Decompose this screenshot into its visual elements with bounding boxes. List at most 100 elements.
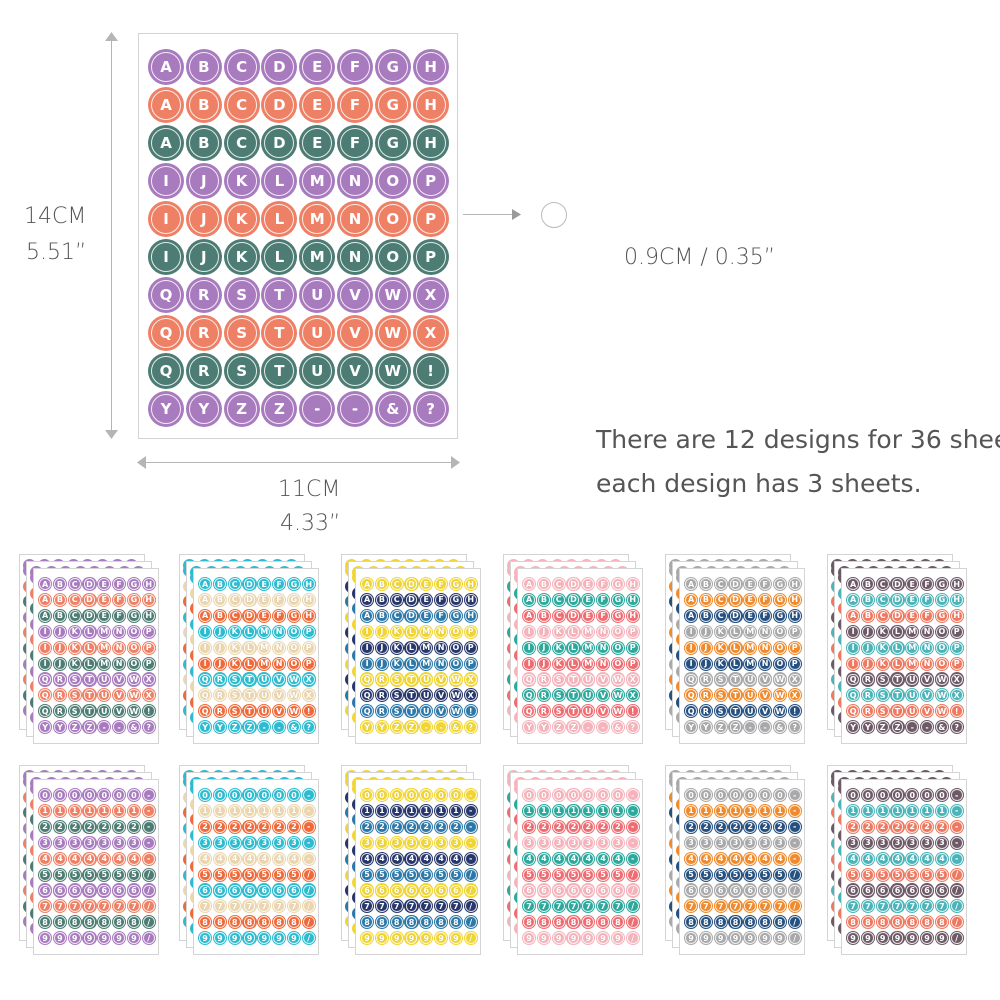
sticker-dot: 2 xyxy=(536,819,551,834)
sticker-dot: K xyxy=(67,640,82,655)
sticker-label: J xyxy=(201,210,207,228)
sticker-label: P xyxy=(145,659,152,669)
sticker-dot: B xyxy=(185,87,222,123)
sticker-label: 1 xyxy=(116,806,122,816)
sticker-dot: A xyxy=(360,592,375,608)
sticker-dot: B xyxy=(860,592,875,608)
sticker-dot: / xyxy=(625,899,640,914)
sticker-label: A xyxy=(363,611,371,621)
sticker-dot: / xyxy=(625,931,640,946)
sticker-dot: J xyxy=(52,624,67,639)
sticker-dot: P xyxy=(412,163,449,199)
sticker-dot: R xyxy=(698,704,713,719)
sticker-label: ! xyxy=(146,706,151,716)
height-label-in: 5.51” xyxy=(26,240,87,265)
sticker-label: M xyxy=(422,643,431,653)
sticker-dot: W xyxy=(772,672,787,687)
sticker-label: 9 xyxy=(438,933,444,943)
sticker-dot: T xyxy=(890,672,905,687)
sticker-label: 2 xyxy=(364,822,370,832)
sticker-label: 4 xyxy=(732,854,739,864)
sticker-label: 7 xyxy=(261,901,268,911)
sticker-dot: & xyxy=(610,720,625,735)
sticker-label: G xyxy=(452,595,460,605)
sticker-dot: D xyxy=(261,125,298,161)
sticker-label: J xyxy=(866,643,870,653)
sticker-label: O xyxy=(614,659,622,669)
sticker-label: 8 xyxy=(717,917,724,927)
sticker-label: 0 xyxy=(408,790,415,800)
sticker-dot: C xyxy=(551,577,566,592)
sticker-dot: 5 xyxy=(257,867,272,882)
sticker-label: K xyxy=(71,643,78,653)
sticker-label: ? xyxy=(146,722,151,732)
sticker-label: - xyxy=(631,806,635,816)
sticker-label: 9 xyxy=(894,933,901,943)
sticker-label: 6 xyxy=(116,885,122,895)
sticker-dot: - xyxy=(463,803,478,819)
sticker-label: T xyxy=(732,674,739,684)
sticker-label: G xyxy=(614,595,622,605)
sticker-label: 4 xyxy=(202,854,208,864)
sticker-dot: A xyxy=(360,608,375,623)
sticker-dot: R xyxy=(52,672,67,687)
sticker-dot: 7 xyxy=(212,899,227,914)
sticker-label: J xyxy=(542,643,546,653)
sticker-dot: A xyxy=(684,577,699,592)
sticker-label: C xyxy=(555,611,562,621)
sticker-label: B xyxy=(216,611,223,621)
sticker-label: 3 xyxy=(101,838,108,848)
sticker-dot: 5 xyxy=(698,867,713,882)
sticker-label: 9 xyxy=(541,933,547,943)
sticker-dot: 7 xyxy=(38,899,53,914)
sticker-label: 8 xyxy=(379,917,385,927)
sticker-dot: 0 xyxy=(522,788,537,803)
sticker-dot: N xyxy=(434,624,449,639)
sticker-label: 1 xyxy=(541,806,547,816)
sticker-dot: - xyxy=(141,835,156,850)
sticker-label: Z xyxy=(894,722,901,732)
sticker-dot: 2 xyxy=(97,819,112,834)
sticker-dot: E xyxy=(905,577,920,592)
sticker-dot: C xyxy=(389,608,404,623)
sticker-dot: 7 xyxy=(272,899,287,914)
sticker-label: 1 xyxy=(777,806,783,816)
sticker-dot: E xyxy=(743,608,758,623)
sticker-label: 6 xyxy=(393,885,400,895)
sticker-label: L xyxy=(274,172,285,190)
sticker-label: R xyxy=(216,690,223,700)
sticker-dot: 6 xyxy=(434,883,449,898)
sticker-dot: 6 xyxy=(286,883,301,898)
sticker-label: - xyxy=(147,806,151,816)
sticker-label: M xyxy=(422,627,431,637)
sticker-label: K xyxy=(393,627,400,637)
sticker-dot: C xyxy=(713,577,728,592)
sticker-label: S xyxy=(71,674,78,684)
sticker-dot: S xyxy=(67,688,82,703)
sticker-dot: V xyxy=(272,672,287,687)
sticker-label: W xyxy=(384,286,402,304)
sticker-dot: 3 xyxy=(698,835,713,850)
sticker-dot: - xyxy=(301,851,316,866)
sticker-dot: D xyxy=(728,608,743,623)
sticker-dot: A xyxy=(522,608,537,623)
sticker-dot: S xyxy=(227,672,242,687)
sticker-label: Y xyxy=(160,400,172,418)
sticker-label: V xyxy=(115,706,123,716)
sticker-dot: 6 xyxy=(38,883,53,898)
sticker-label: E xyxy=(909,611,916,621)
sticker-label: 9 xyxy=(101,933,108,943)
sticker-dot: 1 xyxy=(905,803,920,819)
sticker-dot: S xyxy=(551,704,566,719)
sticker-label: F xyxy=(349,96,361,114)
sticker-dot: 6 xyxy=(112,883,127,898)
sticker-dot: - xyxy=(625,819,640,834)
sticker-dot: - xyxy=(301,788,316,803)
sticker-dot: 4 xyxy=(610,851,625,866)
sticker-label: A xyxy=(363,595,371,605)
sticker-dot: 3 xyxy=(684,835,699,850)
sticker-dot: 6 xyxy=(536,883,551,898)
sticker-label: - xyxy=(925,722,929,732)
